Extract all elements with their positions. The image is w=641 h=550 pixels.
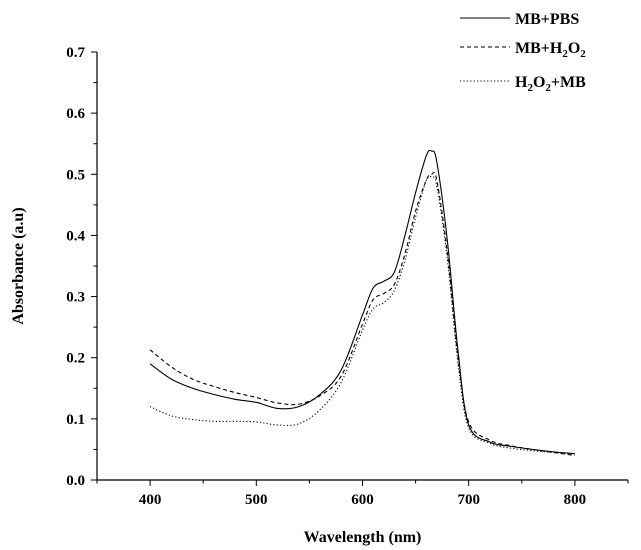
y-tick-label: 0.0 bbox=[66, 473, 85, 489]
x-tick-label: 800 bbox=[564, 492, 587, 508]
legend-label-1: MB+H2O2 bbox=[515, 40, 586, 60]
legend-text-part: MB+H bbox=[515, 40, 563, 57]
x-tick-label: 500 bbox=[245, 492, 268, 508]
legend-subscript: 2 bbox=[527, 82, 533, 94]
x-tick-label: 600 bbox=[351, 492, 374, 508]
legend-text-part: O bbox=[533, 74, 545, 91]
axes: 400 500 600 700 800 0.0 0.1 0.2 0.3 0.4 0.5 0.6 0.7 bbox=[66, 45, 629, 508]
y-tick-label: 0.3 bbox=[66, 290, 85, 306]
series-line-2 bbox=[149, 175, 575, 455]
legend-subscript: 2 bbox=[562, 48, 568, 60]
x-tick-label: 700 bbox=[457, 492, 480, 508]
legend-text-part: H bbox=[515, 74, 528, 91]
legend-label-2: H2O2+MB bbox=[515, 74, 586, 94]
y-tick-label: 0.7 bbox=[66, 45, 85, 61]
y-tick-label: 0.6 bbox=[66, 106, 85, 122]
legend-subscript: 2 bbox=[580, 48, 586, 60]
y-tick-label: 0.4 bbox=[66, 228, 85, 244]
x-axis-label: Wavelength (nm) bbox=[304, 529, 422, 546]
legend-subscript: 2 bbox=[545, 82, 551, 94]
y-tick-label: 0.5 bbox=[66, 167, 85, 183]
y-axis-label: Absorbance (a.u) bbox=[10, 207, 27, 324]
legend-text-part: O bbox=[568, 40, 580, 57]
series-line-0 bbox=[149, 149, 575, 455]
y-tick-label: 0.1 bbox=[66, 412, 85, 428]
y-tick-label: 0.2 bbox=[66, 351, 85, 367]
legend-text-part: MB+PBS bbox=[515, 11, 579, 28]
x-tick-label: 400 bbox=[139, 492, 162, 508]
series-lines bbox=[149, 149, 575, 457]
legend-text-part: +MB bbox=[551, 74, 586, 91]
series-line-1 bbox=[149, 171, 575, 457]
legend-label-0: MB+PBS bbox=[515, 11, 579, 28]
